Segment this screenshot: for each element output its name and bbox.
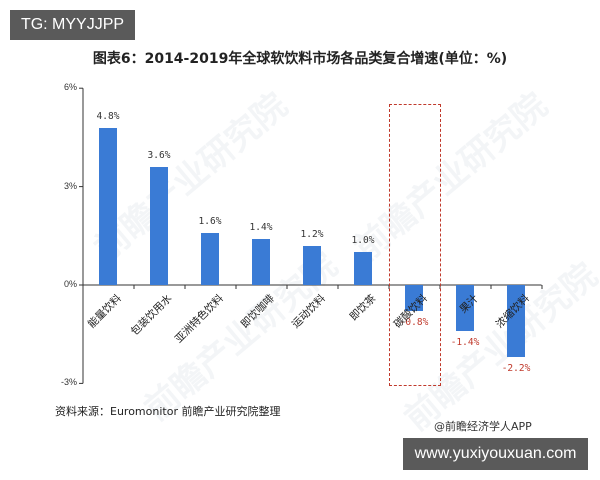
bar: [354, 252, 372, 285]
credit-text: @前瞻经济学人APP: [434, 420, 532, 433]
value-label: -0.8%: [399, 317, 429, 329]
bar-chart: 前瞻产业研究院 前瞻产业研究院 前瞻产业研究院 前瞻产业研究院 6% 3% 0% -3…: [60, 82, 600, 439]
value-label: 1.4%: [249, 222, 273, 234]
value-label: 4.8%: [96, 110, 120, 122]
value-label: 3.6%: [147, 149, 171, 161]
highlight-box: [389, 104, 441, 386]
value-label: -1.4%: [450, 336, 480, 348]
bar: [99, 127, 117, 285]
value-label: 1.6%: [198, 215, 222, 227]
value-label: 1.2%: [300, 228, 324, 240]
bar: [201, 232, 219, 285]
value-label: -2.2%: [501, 363, 531, 375]
y-tick-label: -3%: [60, 377, 77, 388]
y-tick-label: 6%: [63, 82, 77, 93]
bar: [405, 285, 423, 312]
bar: [150, 166, 168, 285]
bar: [252, 239, 270, 285]
value-label: 1.0%: [351, 235, 375, 247]
y-tick-label: 0%: [63, 279, 77, 289]
bar: [456, 285, 474, 331]
bar: [507, 285, 525, 358]
source-note: 资料来源：Euromonitor 前瞻产业研究院整理: [55, 405, 281, 418]
chart-title: 图表6：2014-2019年全球软饮料市场各品类复合增速(单位：%): [92, 51, 508, 67]
y-tick-label: 3%: [63, 180, 77, 191]
url-badge: www.yuxiyouxuan.com: [403, 438, 588, 470]
bar: [303, 245, 321, 285]
tg-badge: TG: MYYJJPP: [10, 10, 135, 40]
